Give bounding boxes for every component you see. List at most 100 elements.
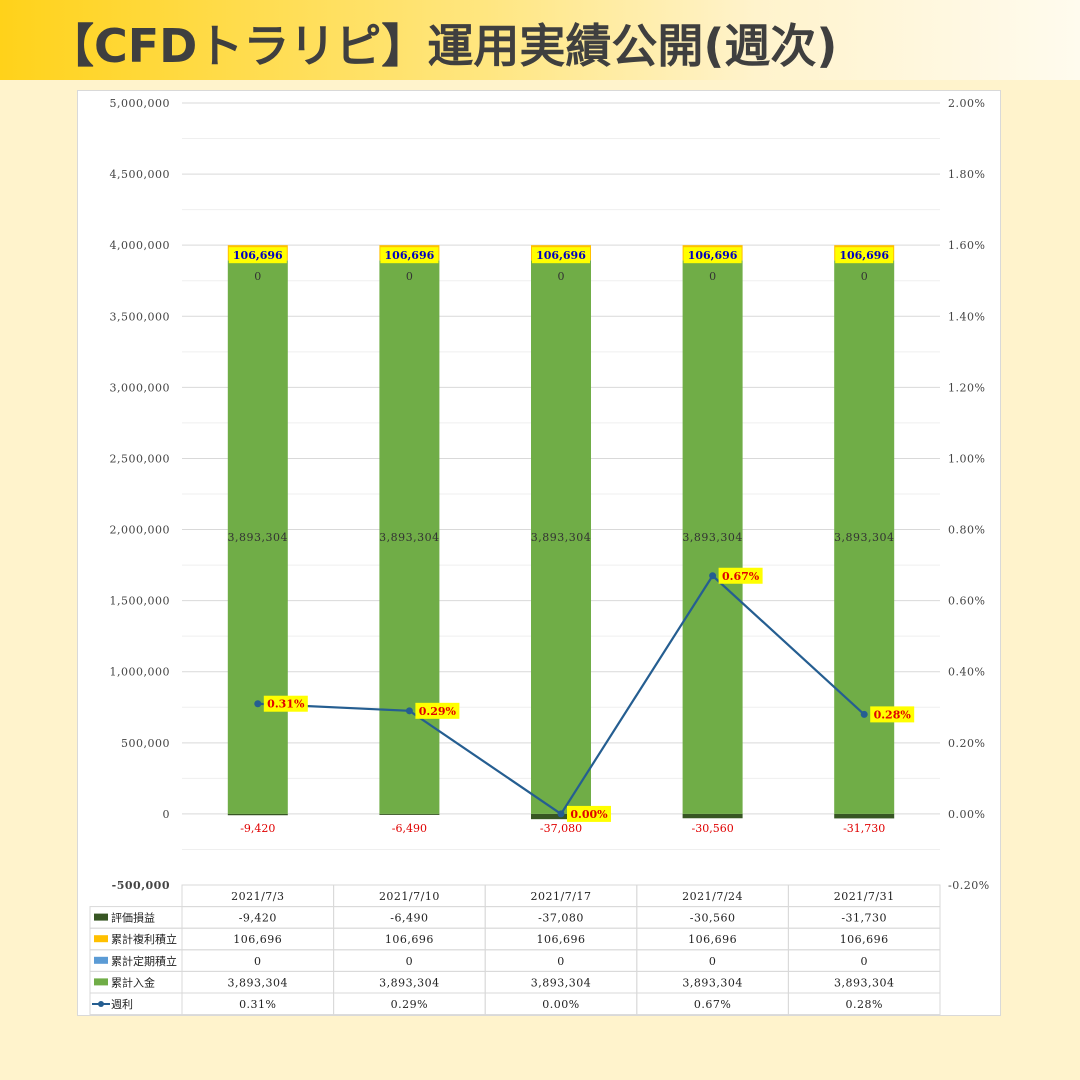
table-cell-value: 0.67% (694, 998, 731, 1011)
valuation-data-label: -9,420 (240, 822, 275, 835)
deposit-data-label: 3,893,304 (379, 531, 439, 544)
rate-label-bg (718, 567, 763, 584)
data-labels: 106,696 0 3,893,304 -9,420 106,696 0 3,893,304… (228, 247, 915, 835)
regular-data-label: 0 (709, 270, 716, 283)
legend-swatch (94, 913, 108, 921)
bar-cumulative-deposit (379, 260, 440, 814)
table-header-label: 2021/7/3 (231, 890, 284, 903)
table-header-label: 2021/7/10 (379, 890, 440, 903)
table-cell-value: 0 (406, 955, 414, 968)
rate-label-bg (567, 805, 611, 822)
table-cell-value: -9,420 (239, 912, 277, 925)
regular-data-label: 0 (558, 270, 565, 283)
data-table: 2021/7/3 2021/7/10 2021/7/17 2021/7/24 2021/… (89, 884, 941, 1016)
table-cell (787, 992, 941, 1016)
rate-label-bg (870, 706, 915, 723)
left-tick-label: 2,000,000 (110, 524, 170, 537)
table-cell-value: 0 (860, 955, 868, 968)
table-cell-value: 106,696 (233, 933, 282, 946)
rate-data-label: 0.28% (874, 708, 912, 721)
left-axis: -500,000 0 500,000 1,000,000 1,500,000 2,000,… (110, 97, 170, 892)
table-cell-value: 0 (254, 955, 262, 968)
left-tick-label: 4,000,000 (110, 239, 170, 252)
page-title: 【CFDトラリピ】運用実績公開(週次) (48, 19, 838, 73)
left-tick-label: 4,500,000 (110, 168, 170, 181)
table-cell-value: 3,893,304 (531, 976, 591, 989)
table-row-label: 累計定期積立 (111, 954, 177, 968)
rate-data-label: 0.00% (570, 808, 608, 821)
left-tick-label: 3,500,000 (110, 310, 170, 323)
compound-data-label: 106,696 (536, 249, 586, 262)
rate-label-bg (263, 695, 308, 712)
right-tick-label: 1.80% (948, 168, 985, 181)
table-cell-value: -30,560 (690, 912, 736, 925)
valuation-data-label: -37,080 (540, 822, 582, 835)
legend-swatch (94, 978, 108, 986)
table-row-label: 週利 (111, 998, 133, 1011)
deposit-data-label: 3,893,304 (834, 531, 894, 544)
table-cell-value: 3,893,304 (834, 976, 894, 989)
table-header-label: 2021/7/24 (682, 890, 743, 903)
right-tick-label: 1.20% (948, 381, 985, 394)
regular-data-label: 0 (406, 270, 413, 283)
table-cell-value: 0.28% (845, 998, 882, 1011)
table-header-label: 2021/7/17 (531, 890, 592, 903)
compound-data-label: 106,696 (839, 249, 889, 262)
table-cell-value: 106,696 (537, 933, 586, 946)
compound-label-bg (380, 247, 439, 264)
table-cell-value: 0 (709, 955, 717, 968)
left-tick-label: 1,000,000 (110, 666, 170, 679)
valuation-data-label: -6,490 (392, 822, 427, 835)
right-tick-label: 0.40% (948, 666, 985, 679)
bar-cumulative-deposit (682, 260, 743, 814)
weekly-rate-point (709, 572, 717, 580)
compound-data-label: 106,696 (688, 249, 738, 262)
deposit-data-label: 3,893,304 (531, 531, 591, 544)
weekly-rate-point (405, 707, 413, 715)
deposit-data-label: 3,893,304 (228, 531, 288, 544)
table-cell-value: 0.29% (391, 998, 428, 1011)
compound-label-bg (835, 247, 894, 264)
compound-label-bg (228, 247, 287, 264)
bar-valuation-pl (682, 813, 743, 819)
left-tick-label: 500,000 (121, 737, 170, 750)
bars (227, 245, 895, 820)
deposit-data-label: 3,893,304 (682, 531, 742, 544)
rate-label-bg (415, 702, 460, 719)
table-cell-value: -6,490 (390, 912, 428, 925)
rate-data-label: 0.31% (267, 698, 305, 711)
left-tick-label: 3,000,000 (110, 381, 170, 394)
bar-valuation-pl (834, 813, 895, 819)
table-cell-value: 0.31% (239, 998, 276, 1011)
legend-swatch (94, 935, 108, 943)
compound-data-label: 106,696 (385, 249, 435, 262)
regular-data-label: 0 (861, 270, 868, 283)
legend-swatch (94, 956, 108, 964)
right-tick-label: 1.40% (948, 310, 985, 323)
table-cell-value: 106,696 (385, 933, 434, 946)
rate-data-label: 0.29% (419, 705, 457, 718)
table-cell-value: -37,080 (538, 912, 584, 925)
weekly-rate-point (254, 700, 262, 708)
compound-data-label: 106,696 (233, 249, 283, 262)
table-header-label: 2021/7/31 (834, 890, 895, 903)
valuation-data-label: -31,730 (843, 822, 885, 835)
valuation-data-label: -30,560 (691, 822, 733, 835)
right-tick-label: 1.00% (948, 452, 985, 465)
right-axis: -0.20% 0.00% 0.20% 0.40% 0.60% 0.80% 1.00% 1.20… (948, 97, 989, 892)
left-tick-label: 2,500,000 (110, 452, 170, 465)
table-cell-value: 3,893,304 (379, 976, 439, 989)
right-tick-label: 0.80% (948, 524, 985, 537)
table-row-label: 累計複利積立 (111, 932, 177, 946)
regular-data-label: 0 (254, 270, 261, 283)
table-row-label: 累計入金 (111, 975, 155, 989)
table-cell-value: 0 (557, 955, 565, 968)
bar-cumulative-deposit (227, 260, 288, 814)
left-tick-label: 5,000,000 (110, 97, 170, 110)
weekly-rate-point (860, 710, 868, 718)
table-cell-value: 106,696 (688, 933, 737, 946)
left-tick-label: 0 (163, 808, 171, 821)
table-cell-value: -31,730 (841, 912, 887, 925)
compound-label-bg (532, 247, 590, 264)
